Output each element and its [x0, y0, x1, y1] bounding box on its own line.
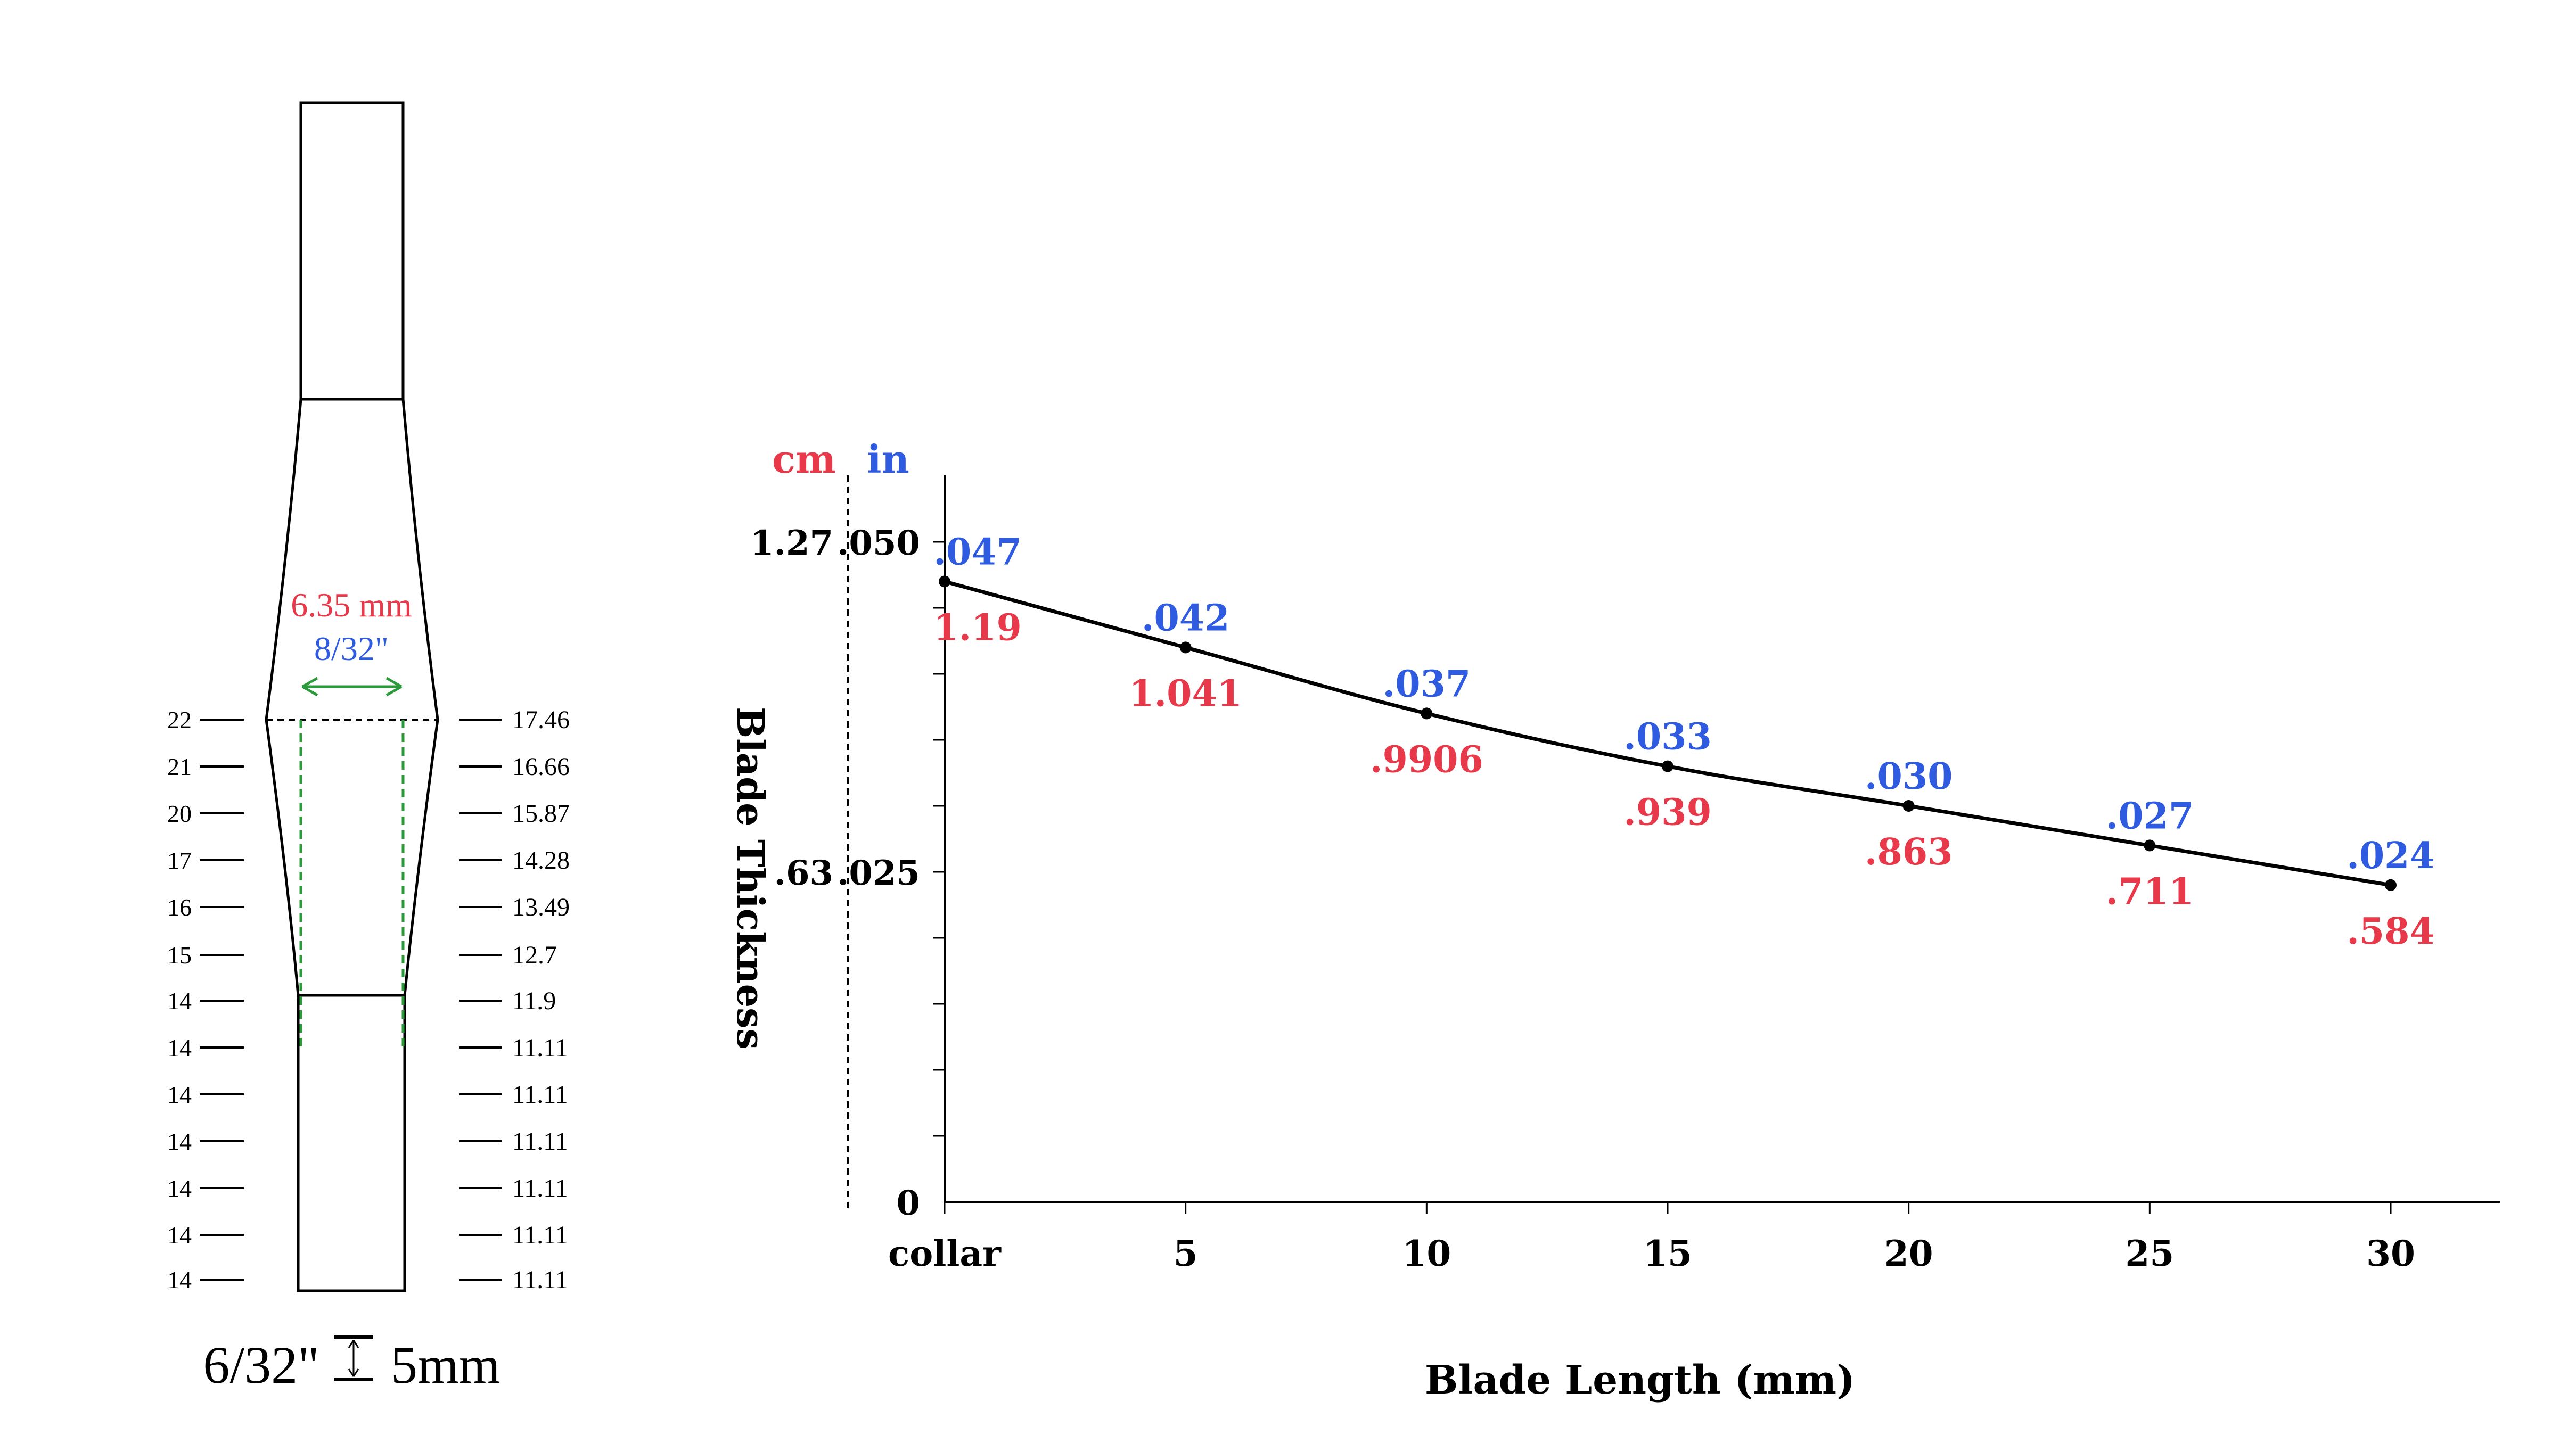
point-label-cm: 1.041	[1129, 672, 1242, 715]
point-label-cm: .863	[1865, 831, 1953, 873]
x-tick-label: 30	[2366, 1233, 2415, 1274]
left-scale-label: 21	[167, 753, 192, 780]
right-scale-label: 11.9	[512, 987, 556, 1015]
data-point	[2385, 879, 2397, 891]
x-tick-label: 20	[1884, 1233, 1933, 1274]
left-scale-label: 14	[167, 1175, 192, 1202]
data-point	[1662, 760, 1673, 772]
left-scale-label: 14	[167, 1222, 192, 1249]
x-tick-label: collar	[888, 1233, 1002, 1274]
blade-diagram: 6.35 mm 8/32" 22 21 20 17 16 15 14 14 14 14 14 14 14…	[167, 101, 570, 1395]
point-label-in: .037	[1383, 663, 1471, 705]
x-tick-label: 15	[1643, 1233, 1692, 1274]
y-tick-label-cm: 1.27	[750, 523, 833, 563]
width-mm-label: 6.35 mm	[291, 586, 412, 624]
point-label-cm: 1.19	[933, 606, 1022, 649]
left-scale-label: 15	[167, 942, 192, 969]
point-label-in: .024	[2347, 835, 2435, 877]
right-scale-label: 15.87	[512, 799, 570, 828]
chart: cm in Blade Thickness Blade Length (mm) …	[728, 436, 2500, 1403]
y-tick-label-cm: .63	[774, 853, 833, 893]
right-scale-label: 16.66	[512, 753, 570, 781]
right-scale-label: 12.7	[512, 941, 557, 969]
right-scale-label: 17.46	[512, 706, 570, 734]
x-tick-label: 5	[1174, 1233, 1198, 1274]
y-tick-labels: .050 .025 1.27 .63 0	[750, 523, 920, 1223]
bottom-dim-heads	[348, 1340, 359, 1377]
point-label-in: .027	[2106, 795, 2194, 837]
data-point	[939, 575, 950, 588]
y-axis-title: Blade Thickness	[728, 707, 773, 1050]
left-scale-label: 17	[167, 847, 192, 874]
y-tick-label-zero: 0	[896, 1183, 920, 1223]
right-scale-label: 11.11	[512, 1221, 568, 1249]
width-arrow-head-right	[385, 677, 403, 697]
point-label-in: .033	[1623, 716, 1712, 759]
y-tick-label-in: .025	[837, 853, 920, 893]
left-scale-label: 14	[167, 1081, 192, 1108]
point-label-cm: .584	[2347, 910, 2435, 953]
data-point	[1179, 641, 1192, 654]
point-label-in: .047	[933, 531, 1022, 573]
left-scale-label: 20	[167, 800, 192, 827]
right-scale-label: 11.11	[512, 1081, 568, 1109]
data-point	[1902, 800, 1915, 812]
left-scale-label: 14	[167, 1128, 192, 1155]
left-scale-label: 14	[167, 1034, 192, 1061]
width-in-label: 8/32"	[314, 630, 389, 667]
right-scale-label: 11.11	[512, 1127, 568, 1156]
right-scale-label: 13.49	[512, 893, 570, 921]
bottom-in-label: 6/32"	[203, 1335, 319, 1395]
y-minor-ticks	[933, 541, 945, 1137]
left-scale-label: 14	[167, 987, 192, 1015]
data-point	[1421, 707, 1433, 720]
bottom-mm-label: 5mm	[391, 1335, 501, 1395]
point-label-cm: .711	[2106, 870, 2194, 913]
unit-in-label: in	[867, 436, 909, 482]
right-scale-label: 11.11	[512, 1174, 568, 1202]
x-tick-label: 25	[2125, 1233, 2174, 1274]
y-tick-label-in: .050	[837, 523, 920, 563]
x-ticks: collar 5 10 15 20 25 30	[888, 1202, 2415, 1274]
unit-cm-label: cm	[772, 436, 836, 482]
left-scale-label: 14	[167, 1266, 192, 1293]
series-points: .047 1.19 .042 1.041 .037 .9906 .033 .939 .030 .8…	[933, 531, 2435, 952]
x-tick-label: 10	[1402, 1233, 1451, 1274]
blade-shank-outline	[299, 101, 405, 401]
width-arrow-head-left	[301, 677, 318, 697]
x-axis-title: Blade Length (mm)	[1425, 1357, 1855, 1403]
right-scale-label: 14.28	[512, 846, 570, 875]
left-scale-label: 22	[167, 706, 192, 733]
right-scale-label: 11.11	[512, 1034, 568, 1062]
diagram-scales: 22 21 20 17 16 15 14 14 14 14 14 14 14 17.46 16.66 15.8…	[167, 706, 570, 1294]
point-label-in: .042	[1142, 597, 1230, 639]
left-scale-label: 16	[167, 894, 192, 921]
point-label-in: .030	[1865, 755, 1953, 798]
right-scale-label: 11.11	[512, 1266, 568, 1294]
point-label-cm: .9906	[1370, 738, 1483, 781]
point-label-cm: .939	[1623, 792, 1712, 834]
blade-outline	[265, 398, 439, 1292]
data-point	[2144, 839, 2156, 852]
